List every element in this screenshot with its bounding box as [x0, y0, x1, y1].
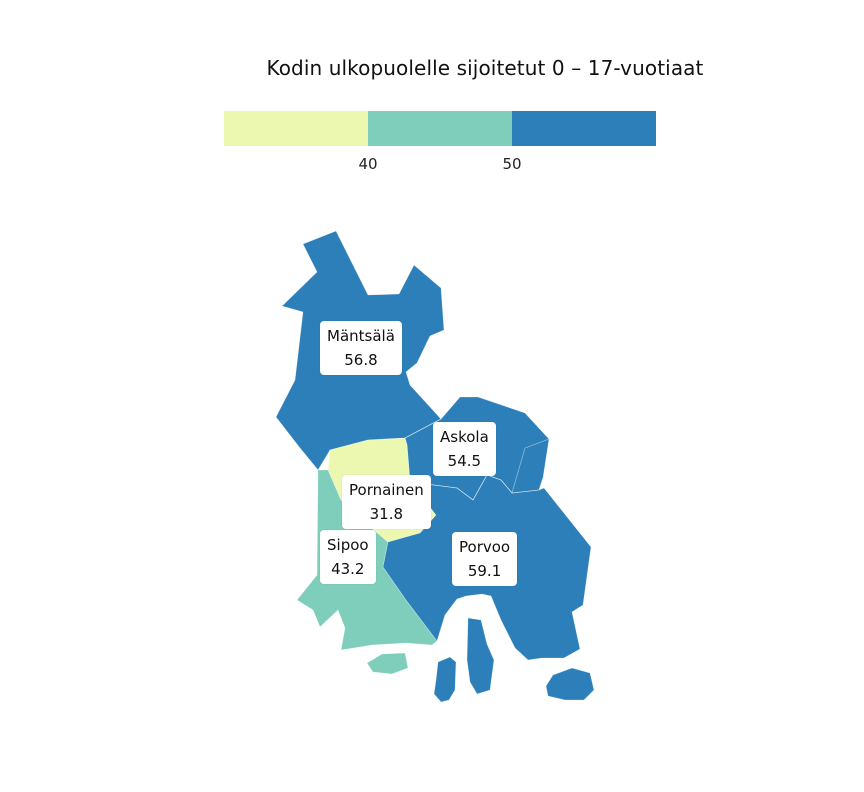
region-porvoo-island-1[interactable] — [433, 656, 457, 703]
label-porvoo: Porvoo 59.1 — [452, 532, 518, 586]
label-sipoo: Sipoo 43.2 — [320, 530, 376, 584]
label-askola-name: Askola — [440, 428, 489, 446]
label-porvoo-name: Porvoo — [459, 538, 511, 556]
label-sipoo-value: 43.2 — [331, 560, 365, 578]
label-pornainen-value: 31.8 — [369, 505, 404, 523]
boundary-askola-internal — [511, 438, 550, 494]
legend-tick-40: 40 — [358, 155, 378, 173]
color-legend — [224, 111, 656, 146]
label-askola-value: 54.5 — [447, 452, 482, 470]
region-porvoo-island-2[interactable] — [466, 617, 495, 695]
legend-bin-high — [512, 111, 656, 146]
label-pornainen: Pornainen 31.8 — [342, 475, 431, 529]
label-askola: Askola 54.5 — [433, 422, 496, 476]
label-mantsala-name: Mäntsälä — [327, 327, 395, 345]
legend-tick-50: 50 — [502, 155, 522, 173]
label-mantsala: Mäntsälä 56.8 — [320, 321, 402, 375]
label-mantsala-value: 56.8 — [344, 351, 378, 369]
region-porvoo-island-3[interactable] — [545, 667, 595, 701]
region-sipoo-island[interactable] — [366, 652, 409, 675]
label-sipoo-name: Sipoo — [327, 536, 369, 554]
label-porvoo-value: 59.1 — [467, 562, 502, 580]
label-pornainen-name: Pornainen — [349, 481, 424, 499]
legend-bin-mid — [368, 111, 512, 146]
legend-bin-low — [224, 111, 368, 146]
map-title: Kodin ulkopuolelle sijoitetut 0 – 17-vuo… — [266, 56, 704, 80]
